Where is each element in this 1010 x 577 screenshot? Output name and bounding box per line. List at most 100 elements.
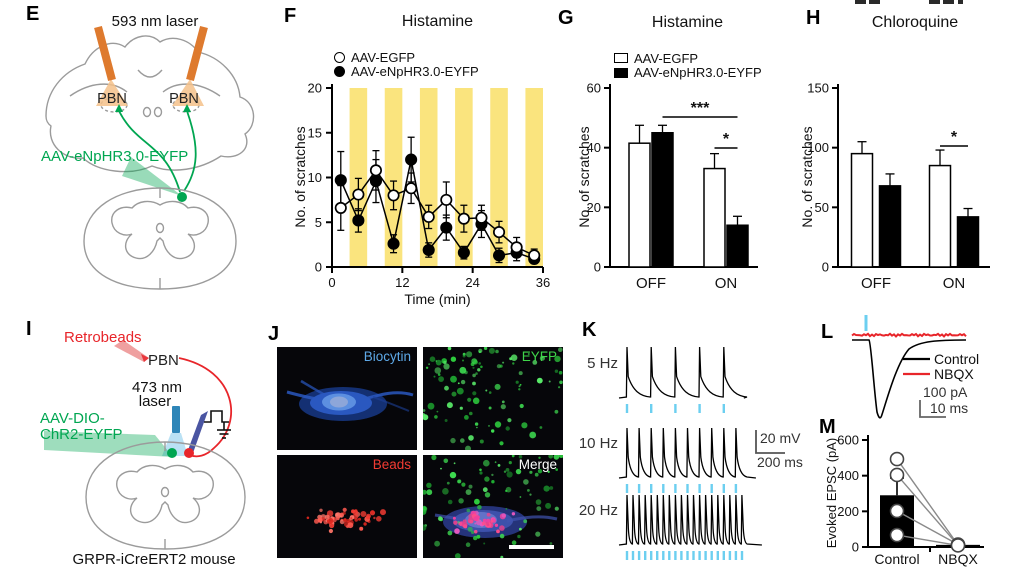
svg-text:200: 200: [837, 504, 859, 519]
trace-frequency-label: 20 Hz: [579, 502, 618, 519]
membrane-potential-trace: [618, 346, 748, 399]
cropped-text-fragment: [855, 0, 866, 4]
evoked-epsc-bar-scatter: 0 200 400 600 Control NBQX: [837, 433, 984, 567]
filled-circle-marker-icon: [334, 66, 345, 78]
bars: [850, 141, 980, 268]
retrobeads-pipette-icon: [114, 340, 149, 362]
svg-text:OFF: OFF: [861, 275, 891, 292]
stim-ticks: [625, 484, 738, 493]
virus-label-line1: AAV-DIO-: [40, 410, 105, 427]
svg-text:ON: ON: [943, 275, 966, 292]
legend-label-control: Control: [934, 351, 979, 367]
bars: [628, 124, 749, 268]
panel-f: F Histamine AAV-EGFP AAV-eNpHR3.0-EYFP N…: [270, 0, 565, 315]
micrograph-label-beads: Beads: [372, 457, 411, 472]
scale-label-ms: 10 ms: [930, 400, 968, 416]
stim-ticks: [625, 551, 744, 560]
panel-label-m: M: [819, 416, 836, 438]
laser-cone-left: [96, 79, 128, 106]
pbn-inhibition-diagram: 593 nm laser PBN PBN AAV-eNpHR3.0-EYFP: [41, 13, 255, 290]
axis-ticks: 0 50 100 150 OFF ON: [807, 81, 965, 293]
nbqx-trace: [851, 332, 967, 338]
micrograph-merge: Merge: [423, 455, 563, 558]
spinal-cord-outline: [83, 187, 237, 290]
cropped-text-fragment: [958, 0, 963, 4]
micrograph-label-eyfp: EYFP: [521, 349, 557, 364]
x-axis-label-f: Time (min): [404, 291, 471, 307]
control-trace: [852, 339, 967, 419]
panel-j: J Biocytin EYFP Beads Merge: [265, 290, 570, 577]
legend-label-nbqx: NBQX: [934, 366, 974, 382]
optic-fiber-icon: [172, 406, 180, 433]
merge-image: [423, 455, 563, 558]
legend-item: AAV-EGFP: [614, 51, 762, 66]
gray-matter-butterfly: [116, 464, 214, 524]
beads-image: [306, 507, 386, 534]
biocytin-image: [286, 379, 414, 421]
svg-text:5: 5: [315, 215, 322, 230]
pbn-label-right: PBN: [169, 91, 199, 107]
panel-label-l: L: [821, 321, 834, 343]
chart-title-g: Histamine: [651, 14, 724, 31]
retrobeads-pipette-tip: [141, 354, 149, 362]
cropped-text-fragment: [929, 0, 940, 4]
central-canal: [155, 222, 165, 234]
line-chart-histamine-timecourse: 0 5 10 15 20 0 12 24 36: [308, 81, 551, 291]
scale-bracket: [919, 400, 946, 418]
axis-ticks: 0 5 10 15 20 0 12 24 36: [308, 81, 551, 291]
axis-ticks: 0 200 400 600: [837, 433, 868, 555]
svg-text:20: 20: [587, 200, 601, 215]
open-bar-swatch-icon: [614, 53, 628, 64]
pbn-label-left: PBN: [97, 91, 127, 107]
laser-wavelength-label-line2: laser: [139, 393, 172, 410]
pbn-projection-red: [178, 357, 233, 458]
trace-frequency-label: 10 Hz: [579, 435, 618, 452]
stim-tick-icon: [864, 315, 868, 331]
scale-label-ms: 200 ms: [757, 454, 803, 470]
panel-h: H Chloroquine No. of scratches 0 50 100 150…: [780, 0, 1010, 315]
legend-g: AAV-EGFP AAV-eNpHR3.0-EYFP: [614, 51, 762, 80]
svg-text:60: 60: [587, 81, 601, 96]
membrane-potential-trace: [618, 494, 762, 546]
data-points: [889, 451, 966, 553]
gray-matter-butterfly: [111, 200, 209, 260]
svg-text:15: 15: [308, 125, 322, 140]
evoked-epsc-traces: Control NBQX 100 pA 10 ms: [851, 315, 979, 419]
svg-text:24: 24: [465, 275, 479, 290]
virus-injection-beam: [44, 431, 173, 457]
chart-title-h: Chloroquine: [871, 14, 959, 31]
scale-label-mv: 20 mV: [760, 430, 801, 446]
laser-wavelength-label: 593 nm laser: [112, 13, 199, 30]
legend-item: AAV-eNpHR3.0-EYFP: [334, 64, 479, 79]
micrograph-biocytin: Biocytin: [277, 347, 417, 450]
panel-m: M Evoked EPSC (pA) 0 200 400 600 Control NBQX: [810, 415, 1010, 577]
panel-i: I Retrobeads PBN 473 nm laser AAV-DIO-: [0, 290, 270, 577]
series-egfp: [334, 149, 541, 263]
svg-text:12: 12: [395, 275, 409, 290]
svg-text:OFF: OFF: [636, 275, 666, 292]
svg-text:0: 0: [852, 540, 859, 555]
eyfp-image: [423, 347, 563, 450]
significance-stars: *: [723, 131, 730, 148]
micrograph-label-biocytin: Biocytin: [363, 349, 411, 364]
svg-text:50: 50: [815, 200, 829, 215]
svg-text:ON: ON: [715, 275, 738, 292]
filled-bar-swatch-icon: [614, 67, 628, 78]
svg-text:20: 20: [308, 81, 322, 96]
micrograph-beads: Beads: [277, 455, 417, 558]
svg-text:400: 400: [837, 468, 859, 483]
arrowhead-right-icon: [183, 104, 191, 112]
laser-cone-right: [172, 79, 204, 106]
scale-bracket: [755, 430, 785, 454]
panel-label-e: E: [26, 3, 40, 25]
bar-chart-chloroquine: 0 50 100 150 OFF ON *: [807, 81, 990, 293]
mouse-line-caption: GRPR-iCreERT2 mouse: [72, 551, 235, 568]
open-circle-marker-icon: [334, 51, 345, 63]
injection-beam: [122, 157, 182, 196]
panel-label-j: J: [268, 323, 280, 345]
panel-label-i: I: [26, 318, 32, 340]
cropped-text-fragment: [869, 0, 880, 4]
micrograph-label-merge: Merge: [518, 457, 557, 472]
